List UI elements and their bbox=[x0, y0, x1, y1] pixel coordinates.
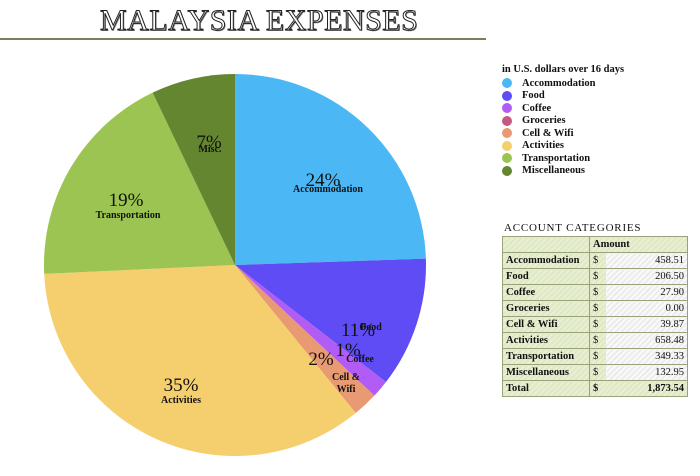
header-amount: Amount bbox=[589, 236, 688, 253]
slice-percent: 7% bbox=[196, 132, 222, 153]
currency-symbol: $ bbox=[589, 284, 606, 301]
legend-label: Accommodation bbox=[522, 77, 596, 89]
pie-slice-coffee bbox=[235, 265, 386, 396]
row-label: Cell & Wifi bbox=[502, 316, 590, 333]
currency-symbol: $ bbox=[589, 380, 606, 397]
table-row: Miscellaneous $132.95 bbox=[502, 364, 688, 381]
legend-item: Transportation bbox=[502, 152, 624, 165]
pie-slice-transportation bbox=[44, 92, 235, 274]
row-label: Activities bbox=[502, 332, 590, 349]
legend: in U.S. dollars over 16 days Accommodati… bbox=[502, 64, 624, 177]
legend-label: Miscellaneous bbox=[522, 165, 585, 177]
pie-slice-cell-wifi bbox=[235, 265, 375, 414]
slice-label: Accommodation bbox=[293, 184, 363, 195]
row-label: Accommodation bbox=[502, 252, 590, 269]
table-row: Coffee $27.90 bbox=[502, 284, 688, 301]
row-amount: 0.00 bbox=[606, 300, 688, 317]
currency-symbol: $ bbox=[589, 300, 606, 317]
legend-label: Food bbox=[522, 90, 545, 102]
table-row: Transportation $349.33 bbox=[502, 348, 688, 365]
legend-caption: in U.S. dollars over 16 days bbox=[502, 64, 625, 75]
row-label: Total bbox=[502, 380, 590, 397]
pie-slice-miscellaneous bbox=[152, 74, 235, 265]
slice-label: Activities bbox=[161, 395, 201, 406]
slice-percent: 35% bbox=[164, 375, 199, 396]
legend-item: Activities bbox=[502, 140, 624, 153]
account-categories-table: Amount Accommodation $458.51 Food $206.50 Co… bbox=[502, 236, 688, 397]
row-amount: 458.51 bbox=[606, 252, 688, 269]
chart-title: MALAYSIA EXPENSES bbox=[99, 4, 419, 38]
currency-symbol: $ bbox=[589, 348, 606, 365]
row-amount: 658.48 bbox=[606, 332, 688, 349]
row-label: Groceries bbox=[502, 300, 590, 317]
slice-percent: 11% bbox=[341, 320, 375, 341]
table-row: Total $1,873.54 bbox=[502, 380, 688, 397]
legend-swatch-icon bbox=[502, 115, 512, 126]
currency-symbol: $ bbox=[589, 364, 606, 381]
legend-item: Miscellaneous bbox=[502, 165, 624, 178]
slice-label: Coffee bbox=[346, 354, 374, 365]
row-label: Coffee bbox=[502, 284, 590, 301]
table-row: Accommodation $458.51 bbox=[502, 252, 688, 269]
pie-chart: 24%Accommodation 11%Food 1%Coffee 2% Cell &W… bbox=[44, 74, 426, 456]
table-row: Groceries $0.00 bbox=[502, 300, 688, 317]
legend-item: Food bbox=[502, 90, 624, 103]
row-amount: 1,873.54 bbox=[606, 380, 688, 397]
currency-symbol: $ bbox=[589, 332, 606, 349]
legend-swatch-icon bbox=[502, 90, 512, 101]
legend-swatch-icon bbox=[502, 103, 512, 114]
table-caption: ACCOUNT CATEGORIES bbox=[504, 222, 642, 234]
legend-label: Groceries bbox=[522, 115, 566, 127]
pie-slice-activities bbox=[44, 265, 356, 456]
legend-label: Activities bbox=[522, 140, 564, 152]
row-amount: 27.90 bbox=[606, 284, 688, 301]
row-amount: 349.33 bbox=[606, 348, 688, 365]
table-row: Cell & Wifi $39.87 bbox=[502, 316, 688, 333]
legend-item: Cell & Wifi bbox=[502, 127, 624, 140]
pie-slice-accommodation bbox=[235, 74, 426, 265]
slice-label: Transportation bbox=[96, 210, 161, 221]
slice-label: Food bbox=[360, 322, 382, 333]
slice-label: Misc. bbox=[198, 144, 222, 155]
table-row: Activities $658.48 bbox=[502, 332, 688, 349]
legend-label: Coffee bbox=[522, 102, 552, 114]
table-row: Food $206.50 bbox=[502, 268, 688, 285]
table-header-row: Amount bbox=[502, 236, 688, 253]
currency-symbol: $ bbox=[589, 252, 606, 269]
slice-label: Wifi bbox=[337, 384, 356, 395]
legend-item: Groceries bbox=[502, 115, 624, 128]
row-amount: 206.50 bbox=[606, 268, 688, 285]
currency-symbol: $ bbox=[589, 268, 606, 285]
slice-percent: 24% bbox=[306, 170, 341, 191]
row-label: Food bbox=[502, 268, 590, 285]
legend-label: Cell & Wifi bbox=[522, 127, 574, 139]
pie-slice-food bbox=[235, 258, 426, 383]
currency-symbol: $ bbox=[589, 316, 606, 333]
legend-swatch-icon bbox=[502, 153, 512, 164]
slice-percent: 1% bbox=[335, 340, 361, 361]
slice-percent: 19% bbox=[109, 190, 144, 211]
row-label: Transportation bbox=[502, 348, 590, 365]
legend-label: Transportation bbox=[522, 152, 591, 164]
legend-swatch-icon bbox=[502, 128, 512, 139]
row-amount: 132.95 bbox=[606, 364, 688, 381]
title-underline bbox=[0, 38, 486, 40]
slice-label: Cell & bbox=[332, 372, 360, 383]
row-label: Miscellaneous bbox=[502, 364, 590, 381]
slice-percent: 2% bbox=[308, 349, 334, 370]
header-empty-cell bbox=[502, 236, 590, 253]
legend-swatch-icon bbox=[502, 140, 512, 151]
legend-swatch-icon bbox=[502, 165, 512, 176]
legend-item: Coffee bbox=[502, 102, 624, 115]
legend-item: Accommodation bbox=[502, 77, 624, 90]
row-amount: 39.87 bbox=[606, 316, 688, 333]
legend-swatch-icon bbox=[502, 78, 512, 89]
